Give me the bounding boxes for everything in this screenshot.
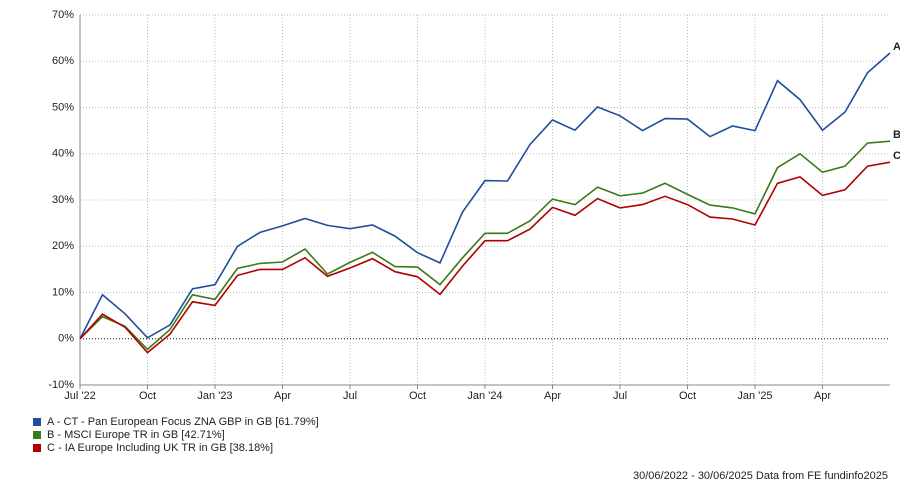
end-label: B: [893, 129, 900, 141]
y-tick-label: 10%: [52, 286, 74, 298]
x-tick-label: Jul: [343, 390, 357, 402]
x-tick-label: Jul '22: [64, 390, 95, 402]
y-tick-label: 40%: [52, 148, 74, 160]
y-tick-label: 30%: [52, 194, 74, 206]
legend-label: A - CT - Pan European Focus ZNA GBP in G…: [47, 416, 319, 428]
x-tick-label: Apr: [544, 390, 561, 402]
series-line: [79, 52, 891, 340]
series-line: [79, 161, 891, 354]
y-tick-label: 50%: [52, 101, 74, 113]
footer: 30/06/2022 - 30/06/2025 Data from FE fun…: [633, 470, 888, 482]
x-tick-label: Jul: [613, 390, 627, 402]
legend-swatch: [33, 431, 41, 439]
y-tick-label: 60%: [52, 55, 74, 67]
x-tick-label: Oct: [139, 390, 156, 402]
x-tick-label: Apr: [814, 390, 831, 402]
y-tick-label: 70%: [52, 9, 74, 21]
y-tick-label: 20%: [52, 240, 74, 252]
x-tick-label: Jan '24: [467, 390, 502, 402]
end-label: C: [893, 150, 900, 162]
legend-swatch: [33, 444, 41, 452]
legend-label: B - MSCI Europe TR in GB [42.71%]: [47, 429, 225, 441]
end-label: A: [893, 41, 900, 53]
x-tick-label: Jan '23: [197, 390, 232, 402]
y-tick-label: 0%: [58, 333, 74, 345]
y-tick-label: -10%: [48, 379, 74, 391]
x-tick-label: Oct: [409, 390, 426, 402]
x-tick-label: Apr: [274, 390, 291, 402]
series-line: [79, 140, 891, 351]
x-tick-label: Jan '25: [737, 390, 772, 402]
legend-label: C - IA Europe Including UK TR in GB [38.…: [47, 442, 273, 454]
legend-swatch: [33, 418, 41, 426]
x-tick-label: Oct: [679, 390, 696, 402]
